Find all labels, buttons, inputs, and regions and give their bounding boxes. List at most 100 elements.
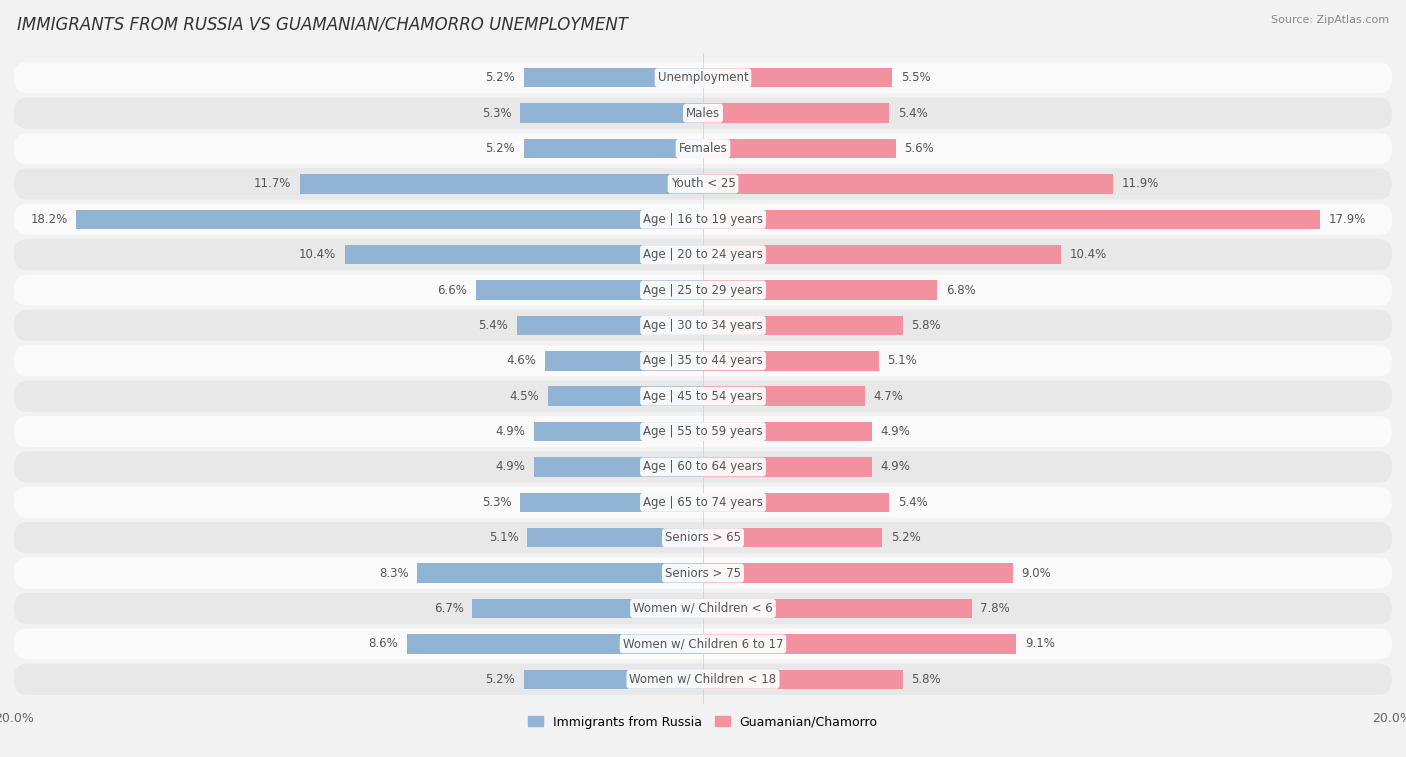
Text: Age | 60 to 64 years: Age | 60 to 64 years [643, 460, 763, 473]
Text: Age | 65 to 74 years: Age | 65 to 74 years [643, 496, 763, 509]
Text: 5.2%: 5.2% [485, 71, 515, 84]
Text: 5.1%: 5.1% [887, 354, 917, 367]
Bar [703, 68, 893, 88]
Text: Youth < 25: Youth < 25 [671, 177, 735, 191]
Bar [703, 104, 889, 123]
Bar [703, 387, 865, 406]
Text: Age | 16 to 19 years: Age | 16 to 19 years [643, 213, 763, 226]
Bar [703, 316, 903, 335]
Text: 5.3%: 5.3% [482, 107, 512, 120]
Text: 9.1%: 9.1% [1025, 637, 1054, 650]
Text: 5.1%: 5.1% [489, 531, 519, 544]
Bar [534, 422, 703, 441]
Text: 11.7%: 11.7% [254, 177, 291, 191]
FancyBboxPatch shape [14, 275, 1392, 306]
FancyBboxPatch shape [14, 98, 1392, 129]
Text: Unemployment: Unemployment [658, 71, 748, 84]
Bar [703, 139, 896, 158]
Text: 5.4%: 5.4% [897, 496, 928, 509]
Bar [703, 280, 938, 300]
Text: 4.9%: 4.9% [496, 425, 526, 438]
Bar [703, 210, 1320, 229]
Text: Seniors > 65: Seniors > 65 [665, 531, 741, 544]
Text: 10.4%: 10.4% [1070, 248, 1107, 261]
Bar [703, 528, 882, 547]
Bar [703, 563, 1012, 583]
Text: 8.6%: 8.6% [368, 637, 398, 650]
FancyBboxPatch shape [14, 133, 1392, 164]
Text: Age | 35 to 44 years: Age | 35 to 44 years [643, 354, 763, 367]
Bar [76, 210, 703, 229]
FancyBboxPatch shape [14, 593, 1392, 624]
FancyBboxPatch shape [14, 168, 1392, 200]
Text: Seniors > 75: Seniors > 75 [665, 566, 741, 580]
Bar [703, 493, 889, 512]
Text: Women w/ Children < 6: Women w/ Children < 6 [633, 602, 773, 615]
Text: 7.8%: 7.8% [980, 602, 1010, 615]
Text: 4.6%: 4.6% [506, 354, 536, 367]
Bar [520, 493, 703, 512]
Bar [548, 387, 703, 406]
Text: 6.8%: 6.8% [946, 284, 976, 297]
Text: 5.8%: 5.8% [911, 673, 941, 686]
Text: 8.3%: 8.3% [378, 566, 409, 580]
FancyBboxPatch shape [14, 487, 1392, 518]
Bar [703, 174, 1114, 194]
Bar [406, 634, 703, 653]
Bar [703, 351, 879, 370]
Bar [544, 351, 703, 370]
FancyBboxPatch shape [14, 239, 1392, 270]
Bar [527, 528, 703, 547]
Text: IMMIGRANTS FROM RUSSIA VS GUAMANIAN/CHAMORRO UNEMPLOYMENT: IMMIGRANTS FROM RUSSIA VS GUAMANIAN/CHAM… [17, 15, 627, 33]
Text: Age | 25 to 29 years: Age | 25 to 29 years [643, 284, 763, 297]
Bar [703, 422, 872, 441]
Text: 5.5%: 5.5% [901, 71, 931, 84]
FancyBboxPatch shape [14, 522, 1392, 553]
FancyBboxPatch shape [14, 628, 1392, 659]
Text: 4.9%: 4.9% [880, 460, 910, 473]
Text: 5.2%: 5.2% [485, 673, 515, 686]
Bar [418, 563, 703, 583]
Bar [703, 669, 903, 689]
Text: Age | 20 to 24 years: Age | 20 to 24 years [643, 248, 763, 261]
FancyBboxPatch shape [14, 310, 1392, 341]
Text: Females: Females [679, 142, 727, 155]
FancyBboxPatch shape [14, 345, 1392, 376]
Bar [703, 245, 1062, 264]
Text: 6.7%: 6.7% [433, 602, 464, 615]
Bar [703, 599, 972, 618]
Bar [517, 316, 703, 335]
Text: Age | 55 to 59 years: Age | 55 to 59 years [643, 425, 763, 438]
Bar [524, 68, 703, 88]
Text: 5.4%: 5.4% [478, 319, 509, 332]
Text: 4.9%: 4.9% [880, 425, 910, 438]
Text: 11.9%: 11.9% [1122, 177, 1159, 191]
Text: 4.7%: 4.7% [873, 390, 904, 403]
Bar [344, 245, 703, 264]
Text: Source: ZipAtlas.com: Source: ZipAtlas.com [1271, 15, 1389, 25]
Text: 10.4%: 10.4% [299, 248, 336, 261]
Bar [472, 599, 703, 618]
Legend: Immigrants from Russia, Guamanian/Chamorro: Immigrants from Russia, Guamanian/Chamor… [523, 711, 883, 734]
Bar [703, 457, 872, 477]
FancyBboxPatch shape [14, 557, 1392, 589]
Text: 5.4%: 5.4% [897, 107, 928, 120]
FancyBboxPatch shape [14, 381, 1392, 412]
Text: 9.0%: 9.0% [1022, 566, 1052, 580]
Text: 4.9%: 4.9% [496, 460, 526, 473]
Text: 6.6%: 6.6% [437, 284, 467, 297]
Bar [299, 174, 703, 194]
Bar [534, 457, 703, 477]
Text: Males: Males [686, 107, 720, 120]
Text: 5.6%: 5.6% [904, 142, 934, 155]
Text: 5.2%: 5.2% [891, 531, 921, 544]
Text: Women w/ Children 6 to 17: Women w/ Children 6 to 17 [623, 637, 783, 650]
FancyBboxPatch shape [14, 416, 1392, 447]
Text: 5.3%: 5.3% [482, 496, 512, 509]
Text: 18.2%: 18.2% [30, 213, 67, 226]
Bar [524, 139, 703, 158]
Text: 17.9%: 17.9% [1329, 213, 1365, 226]
FancyBboxPatch shape [14, 204, 1392, 235]
Bar [475, 280, 703, 300]
FancyBboxPatch shape [14, 664, 1392, 695]
